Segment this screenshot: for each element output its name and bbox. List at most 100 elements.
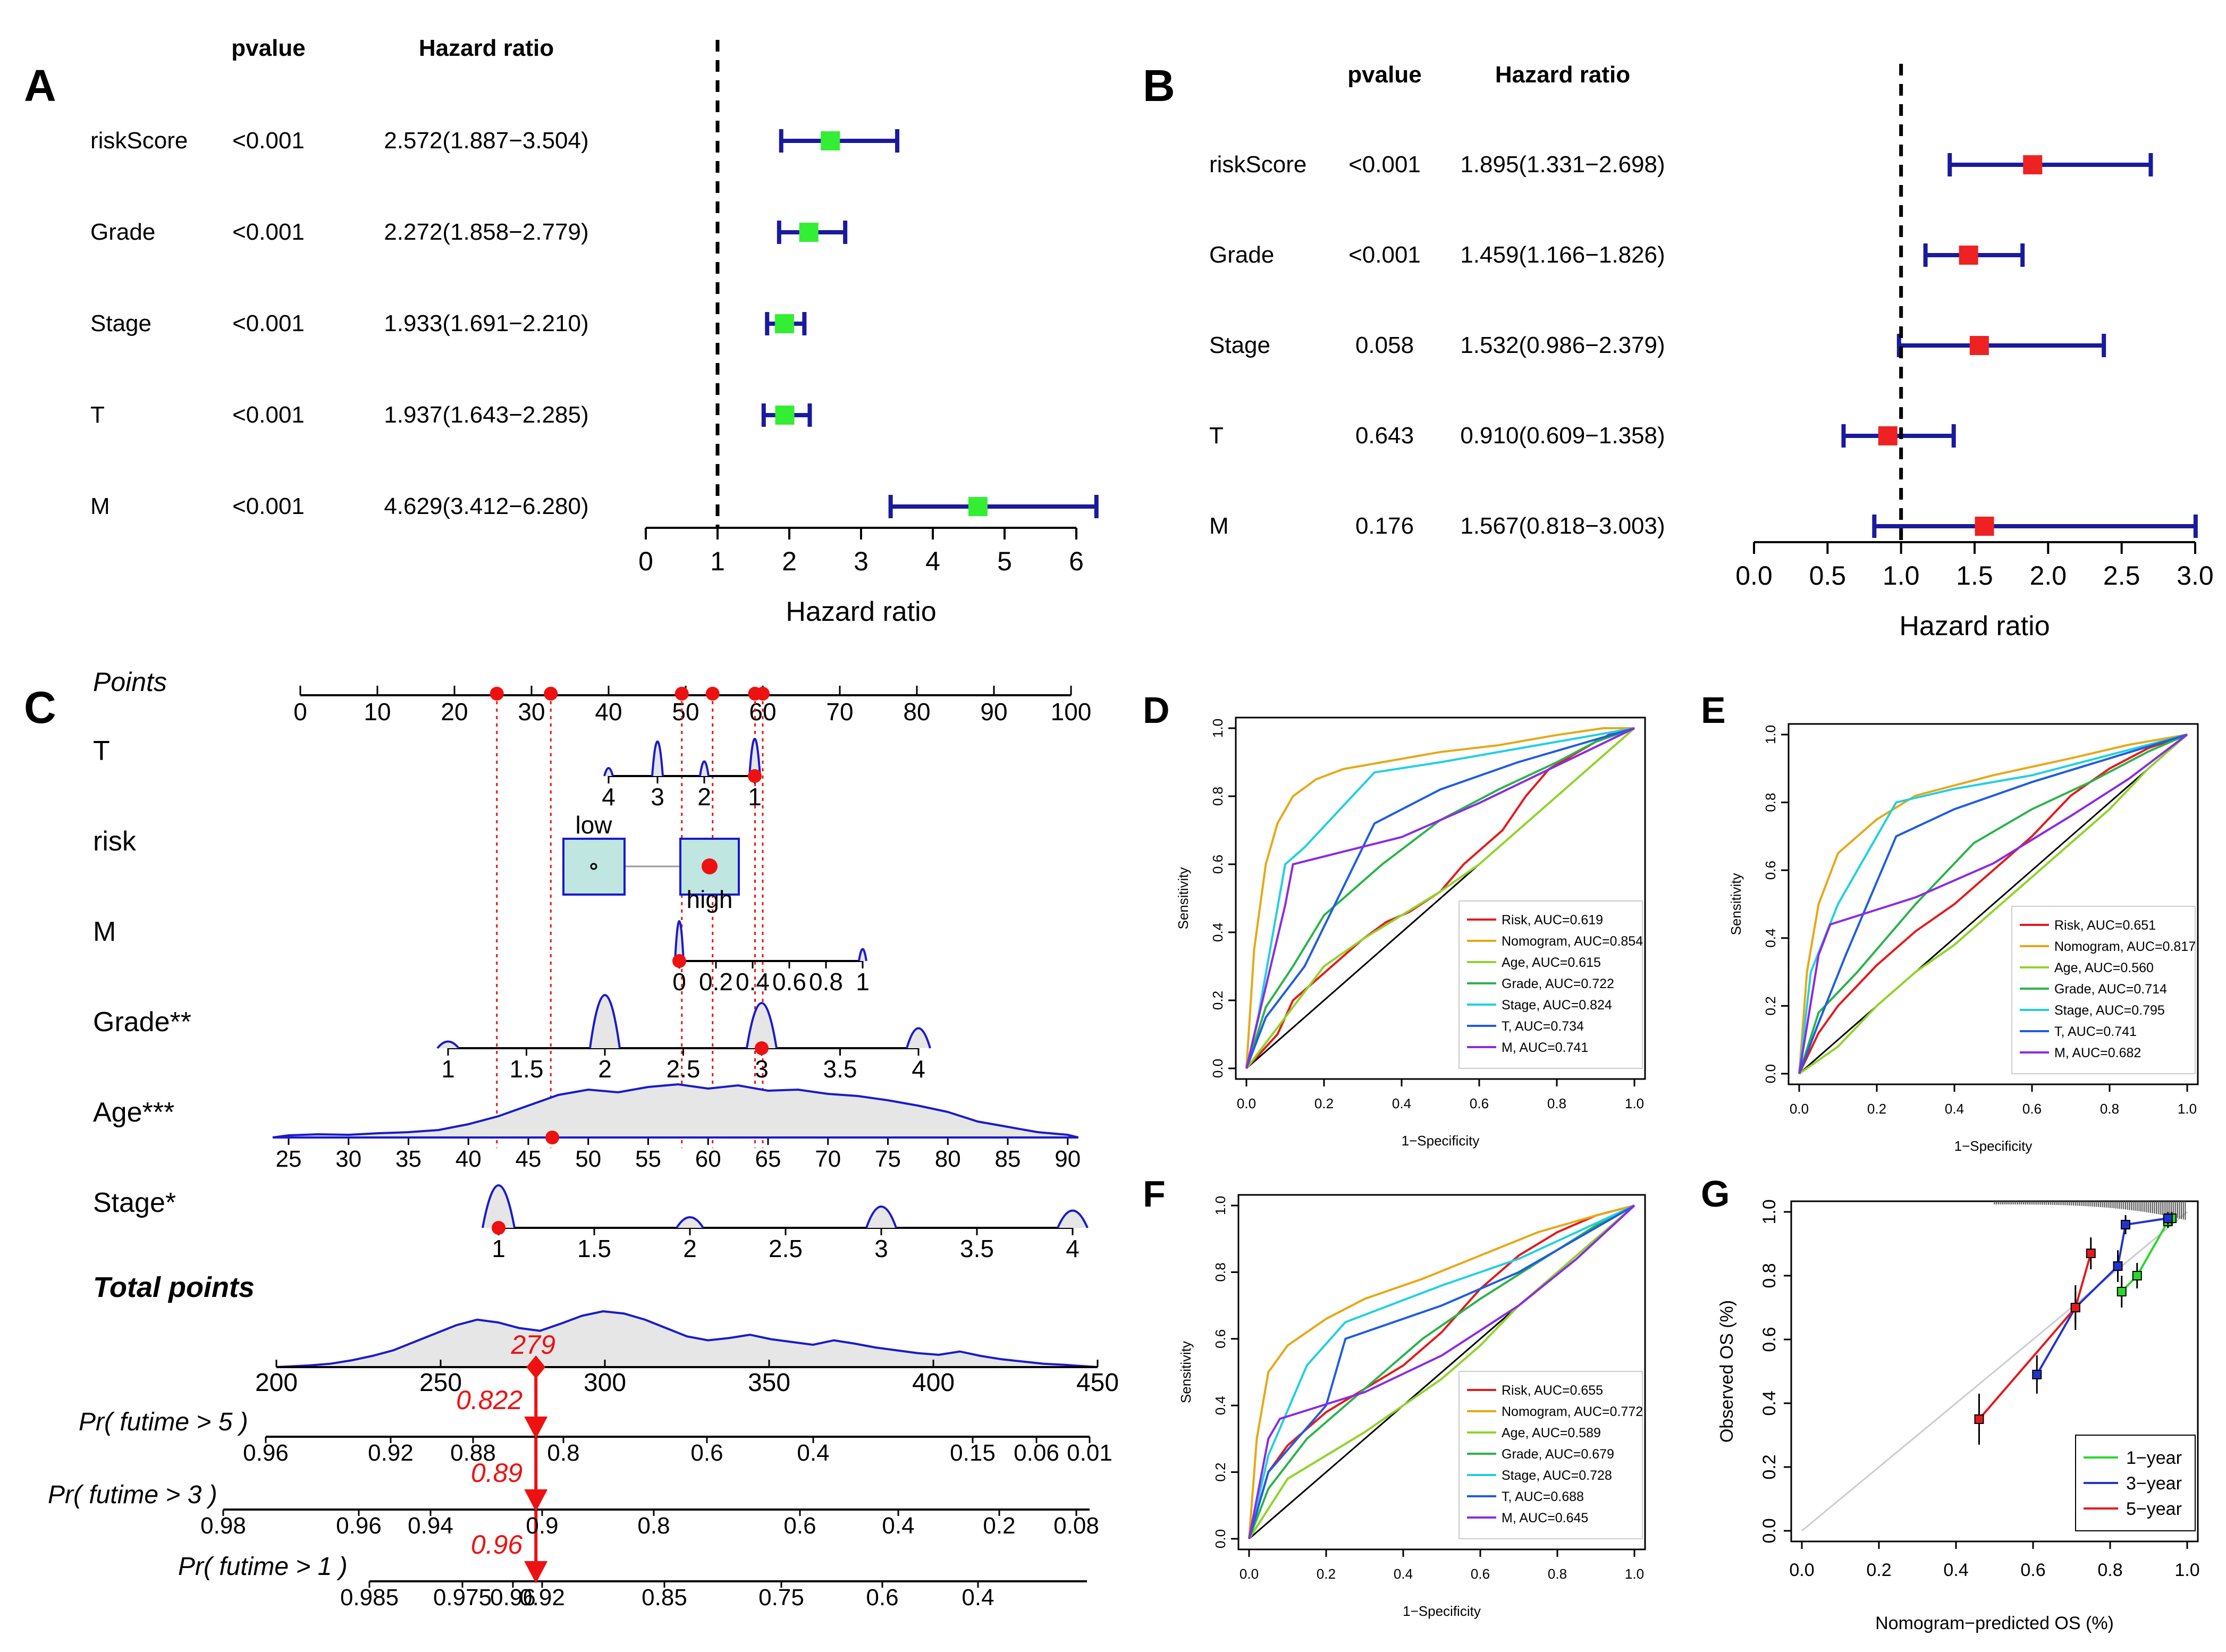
t-density [603, 767, 614, 777]
y-tick-label: 0.4 [1763, 929, 1778, 948]
grade-density [589, 994, 621, 1049]
legend-label: 5−year [2126, 1499, 2182, 1519]
points-marker [756, 687, 770, 701]
x-tick-label: 1.0 [1625, 1095, 1644, 1111]
row-pvalue: <0.001 [1348, 151, 1421, 178]
hr-marker [775, 406, 795, 425]
legend-label: Stage, AUC=0.795 [2054, 1003, 2165, 1018]
survival-tick-label: 0.98 [200, 1513, 246, 1539]
x-axis-title: Hazard ratio [1899, 611, 2050, 642]
row-label: T [1209, 423, 1224, 449]
survival-tick-label: 0.8 [547, 1440, 579, 1466]
calibration-point [2117, 1287, 2127, 1296]
x-tick-label: 2 [782, 546, 797, 576]
legend-label: Stage, AUC=0.824 [1502, 998, 1612, 1013]
x-tick-label: 0.0 [1789, 1560, 1814, 1580]
ideal-diagonal [1801, 1211, 2188, 1532]
x-tick-label: 0.8 [2100, 1101, 2119, 1117]
x-tick-label: 2.0 [2030, 561, 2067, 591]
legend-label: 3−year [2126, 1473, 2182, 1494]
x-tick-label: 0.8 [2097, 1560, 2122, 1580]
points-tick-label: 90 [980, 698, 1007, 726]
survival-tick-label: 0.75 [758, 1584, 804, 1611]
age-tick-label: 65 [755, 1146, 781, 1172]
stage-tick-label: 2 [683, 1235, 697, 1262]
hazard-ratio-header: Hazard ratio [1495, 62, 1630, 88]
y-tick-label: 1.0 [1210, 719, 1226, 738]
survival-value: 0.89 [471, 1458, 522, 1488]
variable-label-m: M [93, 916, 116, 947]
hazard-ratio-header: Hazard ratio [419, 35, 554, 61]
roc-curve [1248, 1204, 1635, 1539]
y-tick-label: 1.0 [1212, 1196, 1228, 1215]
calibration-point [1974, 1414, 1984, 1424]
x-tick-label: 0.4 [1943, 1560, 1968, 1580]
legend-label: T, AUC=0.741 [2054, 1024, 2137, 1039]
legend-label: Grade, AUC=0.722 [1502, 976, 1614, 991]
total-points-tick-label: 450 [1076, 1369, 1119, 1397]
age-tick-label: 85 [995, 1146, 1021, 1172]
roc-plot-e: 0.0 0.0 0.2 0.2 0.4 0.4 0.6 0.6 0.8 0.8 1.0 1.0 1−Sp… [1728, 723, 2199, 1154]
x-tick-label: 0.4 [1945, 1101, 1964, 1117]
hr-marker [1969, 336, 1989, 355]
m-tick-label: 1 [856, 968, 870, 996]
survival-tick-label: 0.88 [450, 1440, 496, 1466]
survival-tick-label: 0.96 [336, 1513, 382, 1539]
survival-tick-label: 0.08 [1053, 1513, 1099, 1539]
survival-tick-label: 0.9 [526, 1513, 558, 1539]
y-tick-label: 0.6 [1759, 1327, 1780, 1352]
legend-label: M, AUC=0.741 [1502, 1040, 1588, 1055]
survival-label: Pr( futime > 1 ) [178, 1553, 348, 1581]
survival-tick-label: 0.6 [866, 1584, 898, 1611]
age-density [272, 1083, 1079, 1139]
x-tick-label: 0 [638, 546, 653, 576]
grade-density [906, 1027, 931, 1049]
survival-tick-label: 0.01 [1067, 1440, 1112, 1466]
points-tick-label: 50 [672, 698, 699, 726]
m-tick-label: 0.4 [736, 968, 770, 996]
x-tick-label: 0.6 [1471, 1566, 1490, 1582]
forest-plot-a: pvalue Hazard ratio riskScore <0.001 2.572(1… [90, 35, 1099, 627]
panel-letter-g: G [1701, 1173, 1730, 1215]
survival-tick-label: 0.4 [882, 1513, 914, 1539]
y-tick-label: 0.8 [1210, 787, 1226, 806]
legend-label: T, AUC=0.688 [1502, 1489, 1584, 1504]
survival-label: Pr( futime > 3 ) [48, 1481, 217, 1509]
hr-marker [2023, 155, 2043, 174]
x-tick-label: 0.5 [1809, 561, 1846, 591]
y-tick-label: 1.0 [1763, 725, 1778, 744]
t-density [748, 738, 761, 777]
legend-label: Grade, AUC=0.679 [1502, 1447, 1614, 1462]
points-tick-label: 80 [903, 698, 930, 726]
pvalue-header: pvalue [1347, 62, 1421, 88]
row-pvalue: <0.001 [1348, 242, 1421, 268]
roc-curve [1245, 727, 1634, 1069]
points-marker [674, 687, 689, 701]
survival-tick-label: 0.4 [962, 1584, 994, 1611]
variable-label-grade: Grade** [93, 1007, 191, 1038]
calibration-point [2163, 1213, 2173, 1223]
plot-frame [1235, 717, 1646, 1080]
row-label: M [90, 493, 110, 519]
x-tick-label: 1.0 [2174, 1560, 2199, 1580]
age-tick-label: 55 [635, 1146, 661, 1172]
y-tick-label: 0.4 [1210, 923, 1226, 942]
survival-tick-label: 0.15 [950, 1440, 996, 1466]
risk-category-high: high [687, 886, 733, 913]
legend-label: Risk, AUC=0.651 [2054, 918, 2156, 933]
survival-tick-label: 0.2 [983, 1513, 1015, 1539]
calibration-point [2121, 1220, 2130, 1229]
grade-density [436, 1040, 460, 1049]
pvalue-header: pvalue [231, 35, 305, 61]
roc-plot-d: 0.0 0.0 0.2 0.2 0.4 0.4 0.6 0.6 0.8 0.8 1.0 1.0 1−Sp… [1175, 717, 1646, 1149]
points-marker [490, 687, 504, 701]
points-label: Points [93, 667, 167, 697]
stage-density [865, 1206, 897, 1228]
roc-curve [1245, 727, 1635, 1069]
x-tick-label: 1.0 [1625, 1566, 1644, 1582]
stage-density [482, 1184, 516, 1228]
hr-marker [774, 314, 794, 333]
risk-selected-marker [702, 858, 718, 874]
x-tick-label: 0.2 [1866, 1560, 1891, 1580]
legend-label: M, AUC=0.682 [2054, 1046, 2141, 1060]
